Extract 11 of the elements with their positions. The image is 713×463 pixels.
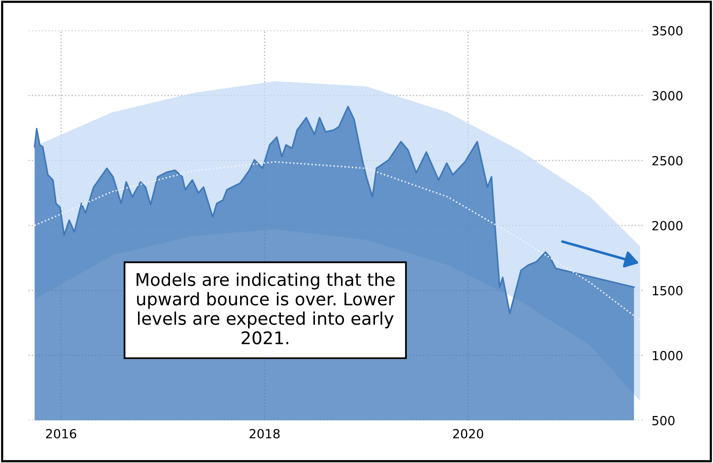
y-tick-label: 3500 <box>652 26 682 36</box>
y-tick-label: 3000 <box>652 91 682 100</box>
y-tick-label: 2500 <box>652 156 682 166</box>
x-tick-label: 2020 <box>453 428 484 438</box>
annotation: Models are indicating that the upward bounce is over. Lower levels are expected into early 2021. <box>136 272 395 344</box>
y-tick-label: 500 <box>652 416 674 426</box>
x-tick-label: 2016 <box>46 428 76 438</box>
y-tick-label: 1000 <box>652 350 682 360</box>
x-tick-label: 2018 <box>250 428 280 438</box>
y-tick-label: 2000 <box>652 220 682 230</box>
y-tick-label: 1500 <box>652 286 682 296</box>
